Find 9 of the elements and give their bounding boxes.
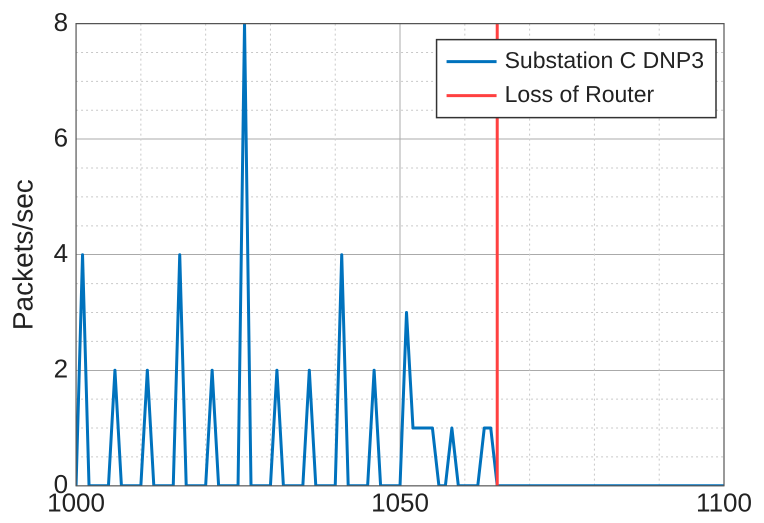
legend-label: Substation C DNP3 bbox=[504, 46, 704, 73]
y-tick-label: 8 bbox=[54, 6, 68, 37]
y-tick-label: 6 bbox=[54, 122, 68, 152]
y-tick-label: 4 bbox=[54, 238, 68, 268]
ref-line-label: Loss of Router bbox=[504, 80, 654, 107]
x-tick-label: 1100 bbox=[696, 488, 752, 518]
y-axis-title: Packets/sec bbox=[8, 179, 39, 330]
x-tick-label: 1050 bbox=[371, 488, 429, 518]
y-tick-label: 2 bbox=[54, 353, 68, 384]
